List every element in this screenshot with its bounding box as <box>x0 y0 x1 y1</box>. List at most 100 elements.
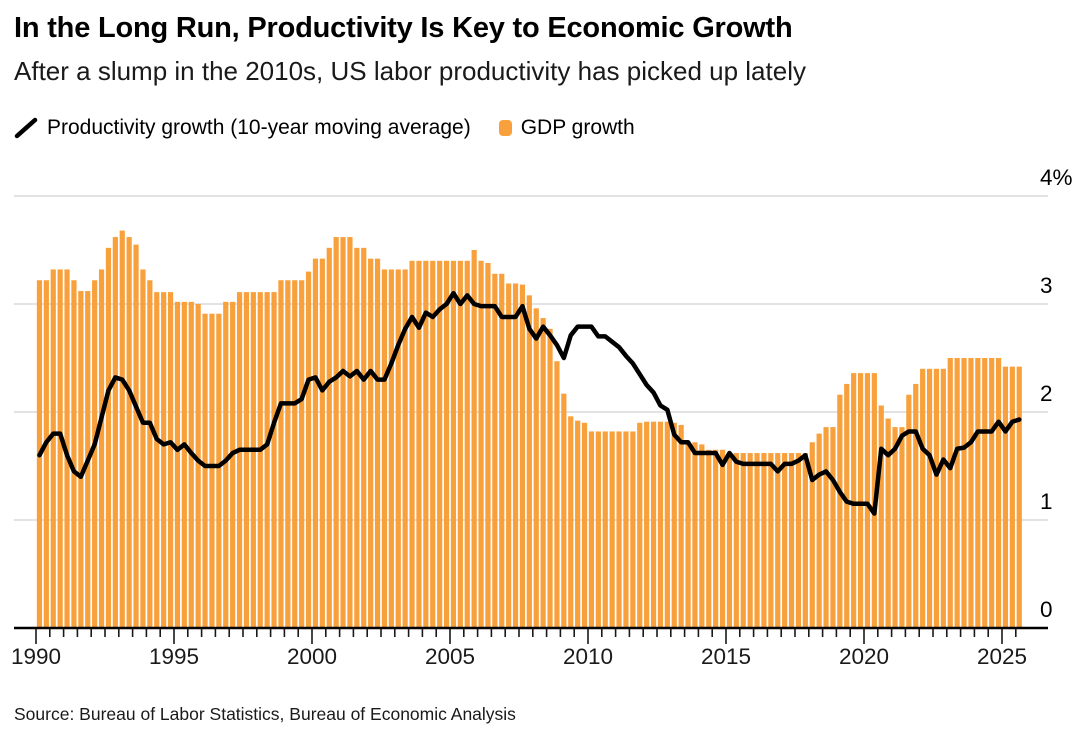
gdp-bar <box>761 453 767 628</box>
gdp-bar <box>533 308 539 628</box>
legend-label-productivity: Productivity growth (10-year moving aver… <box>47 116 471 139</box>
productivity-line <box>37 290 1022 516</box>
gdp-bar <box>230 301 236 628</box>
gdp-bar <box>299 280 305 628</box>
gdp-bar <box>326 247 332 628</box>
gdp-bar <box>443 260 450 628</box>
gdp-bar <box>167 292 174 628</box>
gdp-bar <box>685 442 691 628</box>
gdp-bar <box>878 405 884 628</box>
gdp-bar <box>368 258 374 628</box>
gdp-bar <box>147 280 153 628</box>
gdp-bar <box>837 394 843 628</box>
gdp-bar <box>719 449 726 628</box>
gdp-bar <box>899 427 905 628</box>
gdp-bar <box>650 421 657 628</box>
gdp-bar <box>195 304 201 628</box>
y-axis-label: 2 <box>1040 381 1053 406</box>
gdp-bar <box>595 431 601 628</box>
gdp-bar <box>940 368 946 628</box>
gdp-bar <box>464 260 470 628</box>
gdp-bar <box>354 247 360 628</box>
gdp-bar <box>174 301 181 628</box>
x-axis-label: 1995 <box>149 644 199 669</box>
x-axis-label: 2010 <box>563 644 613 669</box>
gdp-bar <box>305 271 312 628</box>
y-axis-label: 0 <box>1040 597 1053 622</box>
gdp-bar <box>664 421 670 628</box>
gdp-bar <box>202 313 208 628</box>
gdp-bar <box>671 422 677 628</box>
gdp-bar <box>933 368 940 628</box>
gdp-bar <box>423 260 429 628</box>
line-slash-icon <box>14 117 38 139</box>
gdp-bar <box>312 258 319 628</box>
y-axis-label: 4% <box>1040 165 1073 190</box>
x-axis-label: 2020 <box>839 644 889 669</box>
gdp-bar <box>471 250 477 628</box>
gdp-bar <box>982 358 988 628</box>
gdp-bar <box>706 449 712 628</box>
page-subtitle: After a slump in the 2010s, US labor pro… <box>14 56 806 86</box>
gdp-bar <box>105 247 112 628</box>
gdp-bar <box>119 230 125 628</box>
gdp-bar <box>851 373 857 628</box>
gdp-bar <box>588 431 595 628</box>
gdp-bar <box>340 237 346 628</box>
x-axis-label: 2025 <box>977 644 1027 669</box>
gdp-bar <box>733 453 739 628</box>
gdp-bar <box>430 260 436 628</box>
gdp-bar <box>50 269 56 628</box>
gdp-bar <box>561 393 567 628</box>
gdp-bar <box>223 301 229 628</box>
gdp-bar <box>416 260 422 628</box>
gdp-bar <box>540 318 546 628</box>
page-title: In the Long Run, Productivity Is Key to … <box>14 12 793 44</box>
gdp-bar <box>388 269 394 628</box>
gdp-bar <box>236 292 243 628</box>
gdp-bar <box>1002 366 1009 628</box>
gdp-bar <box>906 394 912 628</box>
x-axis-label: 2000 <box>287 644 337 669</box>
legend-label-gdp: GDP growth <box>520 116 635 139</box>
gdp-bar <box>506 283 512 628</box>
gdp-bar <box>954 358 960 628</box>
gdp-bar <box>754 453 760 628</box>
gdp-bar <box>788 453 795 628</box>
gdp-bar <box>92 280 98 628</box>
gdp-bar <box>402 269 408 628</box>
gdp-bar <box>395 269 401 628</box>
gdp-bar <box>126 237 132 628</box>
gdp-bar <box>885 418 891 628</box>
gdp-bar <box>802 453 808 628</box>
gdp-bar <box>71 280 77 628</box>
gdp-bar <box>975 358 981 628</box>
gdp-bar <box>692 442 698 628</box>
gdp-bar <box>554 361 560 628</box>
gdp-bar <box>913 383 919 628</box>
gdp-bar <box>181 301 187 628</box>
gdp-bar <box>499 273 505 628</box>
gdp-bar <box>740 453 746 628</box>
x-axis-label: 1990 <box>11 644 61 669</box>
gdp-bar <box>98 269 105 628</box>
x-axis-label: 2005 <box>425 644 475 669</box>
gdp-bar <box>112 237 118 628</box>
gdp-bar <box>519 284 526 628</box>
chart-canvas: 1990 1995 2000 2005 2010 2015 2020 2025 4% 3 2 1 0 <box>11 165 1073 669</box>
gdp-bar <box>809 442 815 628</box>
gdp-bar <box>575 420 581 628</box>
chart-legend: Productivity growth (10-year moving aver… <box>14 116 635 140</box>
gdp-bar <box>726 453 733 628</box>
gdp-bar <box>264 292 270 628</box>
gdp-bar <box>995 358 1002 628</box>
gdp-bar <box>437 260 443 628</box>
gdp-bar <box>926 368 933 628</box>
gdp-bar <box>623 431 629 628</box>
gdp-bar <box>492 273 498 628</box>
gdp-bar <box>678 424 684 628</box>
gdp-bar <box>285 280 291 628</box>
legend-item-productivity: Productivity growth (10-year moving aver… <box>14 116 471 140</box>
gdp-bar <box>43 280 49 628</box>
